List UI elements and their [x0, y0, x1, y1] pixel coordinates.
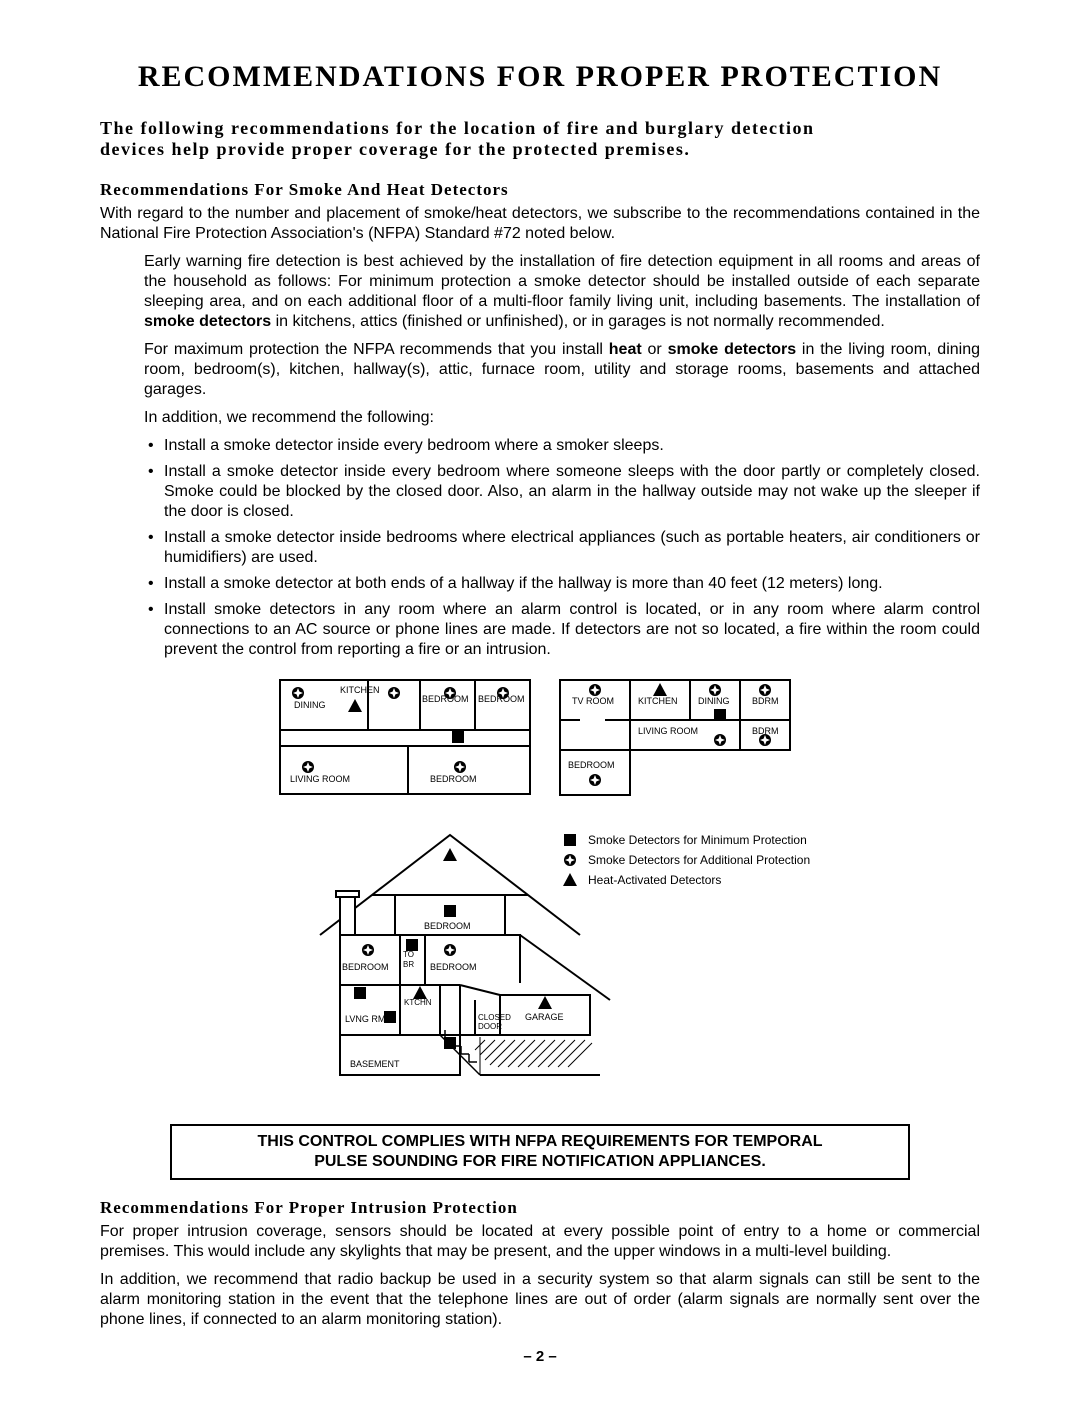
label-tv-room: TV ROOM [572, 696, 614, 706]
legend-add: Smoke Detectors for Additional Protectio… [588, 853, 810, 867]
label-kitchen: KITCHEN [638, 696, 678, 706]
smoke-p4: In addition, we recommend the following: [144, 408, 980, 428]
smoke-p3-mid: or [642, 341, 668, 358]
label-ktchn: KTCHN [404, 998, 432, 1007]
smoke-p2-post: in kitchens, attics (finished or unfinis… [271, 313, 885, 330]
label-dining: DINING [698, 696, 730, 706]
plan-cross-section: BEDROOM BEDROOM BEDROOM TO BR LVNG RM KT… [320, 835, 610, 1075]
label-lvng-rm: LVNG RM [345, 1014, 385, 1024]
label-to: TO [403, 950, 414, 959]
diagram-legend: Smoke Detectors for Minimum Protection S… [563, 833, 810, 887]
intrusion-p2: In addition, we recommend that radio bac… [100, 1270, 980, 1330]
smoke-p2-bold: smoke detectors [144, 313, 271, 330]
page-number: – 2 – [100, 1348, 980, 1365]
label-kitchen: KITCHEN [340, 685, 380, 695]
smoke-p3: For maximum protection the NFPA recommen… [144, 340, 980, 400]
legend-heat: Heat-Activated Detectors [588, 873, 721, 887]
label-closed: CLOSED [478, 1013, 511, 1022]
smoke-p2: Early warning fire detection is best ach… [144, 252, 980, 332]
smoke-section-heading: Recommendations For Smoke And Heat Detec… [100, 180, 980, 200]
list-item: Install a smoke detector inside every be… [144, 436, 980, 456]
label-bedroom: BEDROOM [430, 774, 477, 784]
label-basement: BASEMENT [350, 1059, 400, 1069]
intrusion-p1: For proper intrusion coverage, sensors s… [100, 1222, 980, 1262]
list-item: Install a smoke detector at both ends of… [144, 574, 980, 594]
notice-line1: THIS CONTROL COMPLIES WITH NFPA REQUIREM… [257, 1133, 822, 1150]
intro-paragraph: The following recommendations for the lo… [100, 118, 980, 160]
smoke-indented-block: Early warning fire detection is best ach… [144, 252, 980, 660]
label-living-room: LIVING ROOM [290, 774, 350, 784]
label-door: DOOR [478, 1022, 502, 1031]
label-bedroom: BEDROOM [430, 962, 477, 972]
label-bedroom: BEDROOM [568, 760, 615, 770]
intro-line2: devices help provide proper coverage for… [100, 139, 690, 159]
smoke-p3-pre: For maximum protection the NFPA recommen… [144, 341, 609, 358]
nfpa-notice-box: THIS CONTROL COMPLIES WITH NFPA REQUIREM… [170, 1124, 910, 1180]
list-item: Install smoke detectors in any room wher… [144, 600, 980, 660]
intro-line1: The following recommendations for the lo… [100, 118, 814, 138]
smoke-p3-bold2: smoke detectors [668, 341, 797, 358]
legend-min: Smoke Detectors for Minimum Protection [588, 833, 807, 847]
label-dining: DINING [294, 700, 326, 710]
smoke-bullet-list: Install a smoke detector inside every be… [144, 436, 980, 660]
label-bedroom: BEDROOM [424, 921, 471, 931]
floorplan-diagram-container: KITCHEN DINING BEDROOM BEDROOM LIVING RO… [100, 670, 980, 1110]
floorplan-diagram: KITCHEN DINING BEDROOM BEDROOM LIVING RO… [260, 670, 820, 1110]
label-garage: GARAGE [525, 1012, 564, 1022]
smoke-p2-pre: Early warning fire detection is best ach… [144, 253, 980, 310]
intrusion-section-heading: Recommendations For Proper Intrusion Pro… [100, 1198, 980, 1218]
label-bedroom: BEDROOM [342, 962, 389, 972]
label-bdrm: BDRM [752, 696, 779, 706]
notice-line2: PULSE SOUNDING FOR FIRE NOTIFICATION APP… [314, 1153, 766, 1170]
plan-top-right: TV ROOM KITCHEN DINING BDRM LIVING ROOM … [560, 680, 790, 795]
smoke-p1: With regard to the number and placement … [100, 204, 980, 244]
list-item: Install a smoke detector inside every be… [144, 462, 980, 522]
label-living-room: LIVING ROOM [638, 726, 698, 736]
label-br: BR [403, 960, 414, 969]
page-title: RECOMMENDATIONS FOR PROPER PROTECTION [100, 60, 980, 94]
list-item: Install a smoke detector inside bedrooms… [144, 528, 980, 568]
document-page: RECOMMENDATIONS FOR PROPER PROTECTION Th… [0, 0, 1080, 1405]
plan-top-left: KITCHEN DINING BEDROOM BEDROOM LIVING RO… [280, 680, 530, 794]
smoke-p3-bold1: heat [609, 341, 642, 358]
